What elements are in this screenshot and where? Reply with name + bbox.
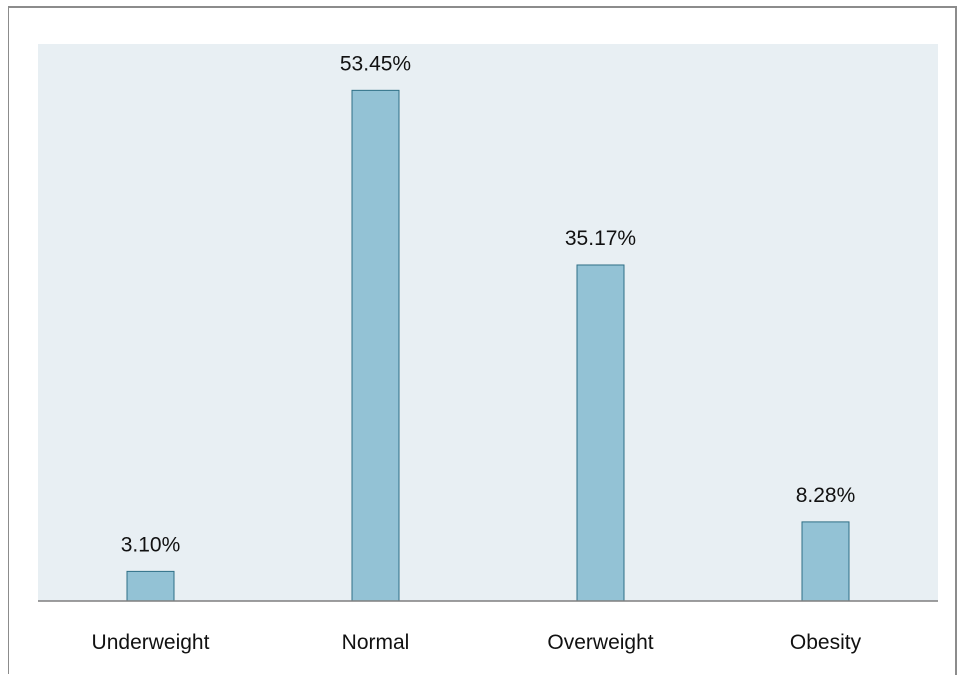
bar-normal — [351, 89, 400, 602]
bar-overweight — [576, 264, 625, 602]
data-labels-group: 3.10% 53.45% 35.17% 8.28% — [121, 52, 856, 556]
chart-frame — [8, 6, 956, 674]
category-label-underweight: Underweight — [92, 631, 210, 654]
category-labels-group: Underweight Normal Overweight Obesity — [92, 631, 862, 654]
chart-frame-right-edge — [955, 6, 957, 675]
category-label-normal: Normal — [342, 631, 410, 654]
bar-obesity — [801, 521, 850, 602]
data-label-overweight: 35.17% — [565, 227, 636, 250]
data-label-underweight: 3.10% — [121, 533, 181, 556]
category-label-overweight: Overweight — [547, 631, 653, 654]
data-label-obesity: 8.28% — [796, 484, 856, 507]
plot-area — [38, 44, 938, 601]
data-label-normal: 53.45% — [340, 52, 411, 75]
bar-underweight — [126, 570, 175, 602]
category-label-obesity: Obesity — [790, 631, 862, 654]
